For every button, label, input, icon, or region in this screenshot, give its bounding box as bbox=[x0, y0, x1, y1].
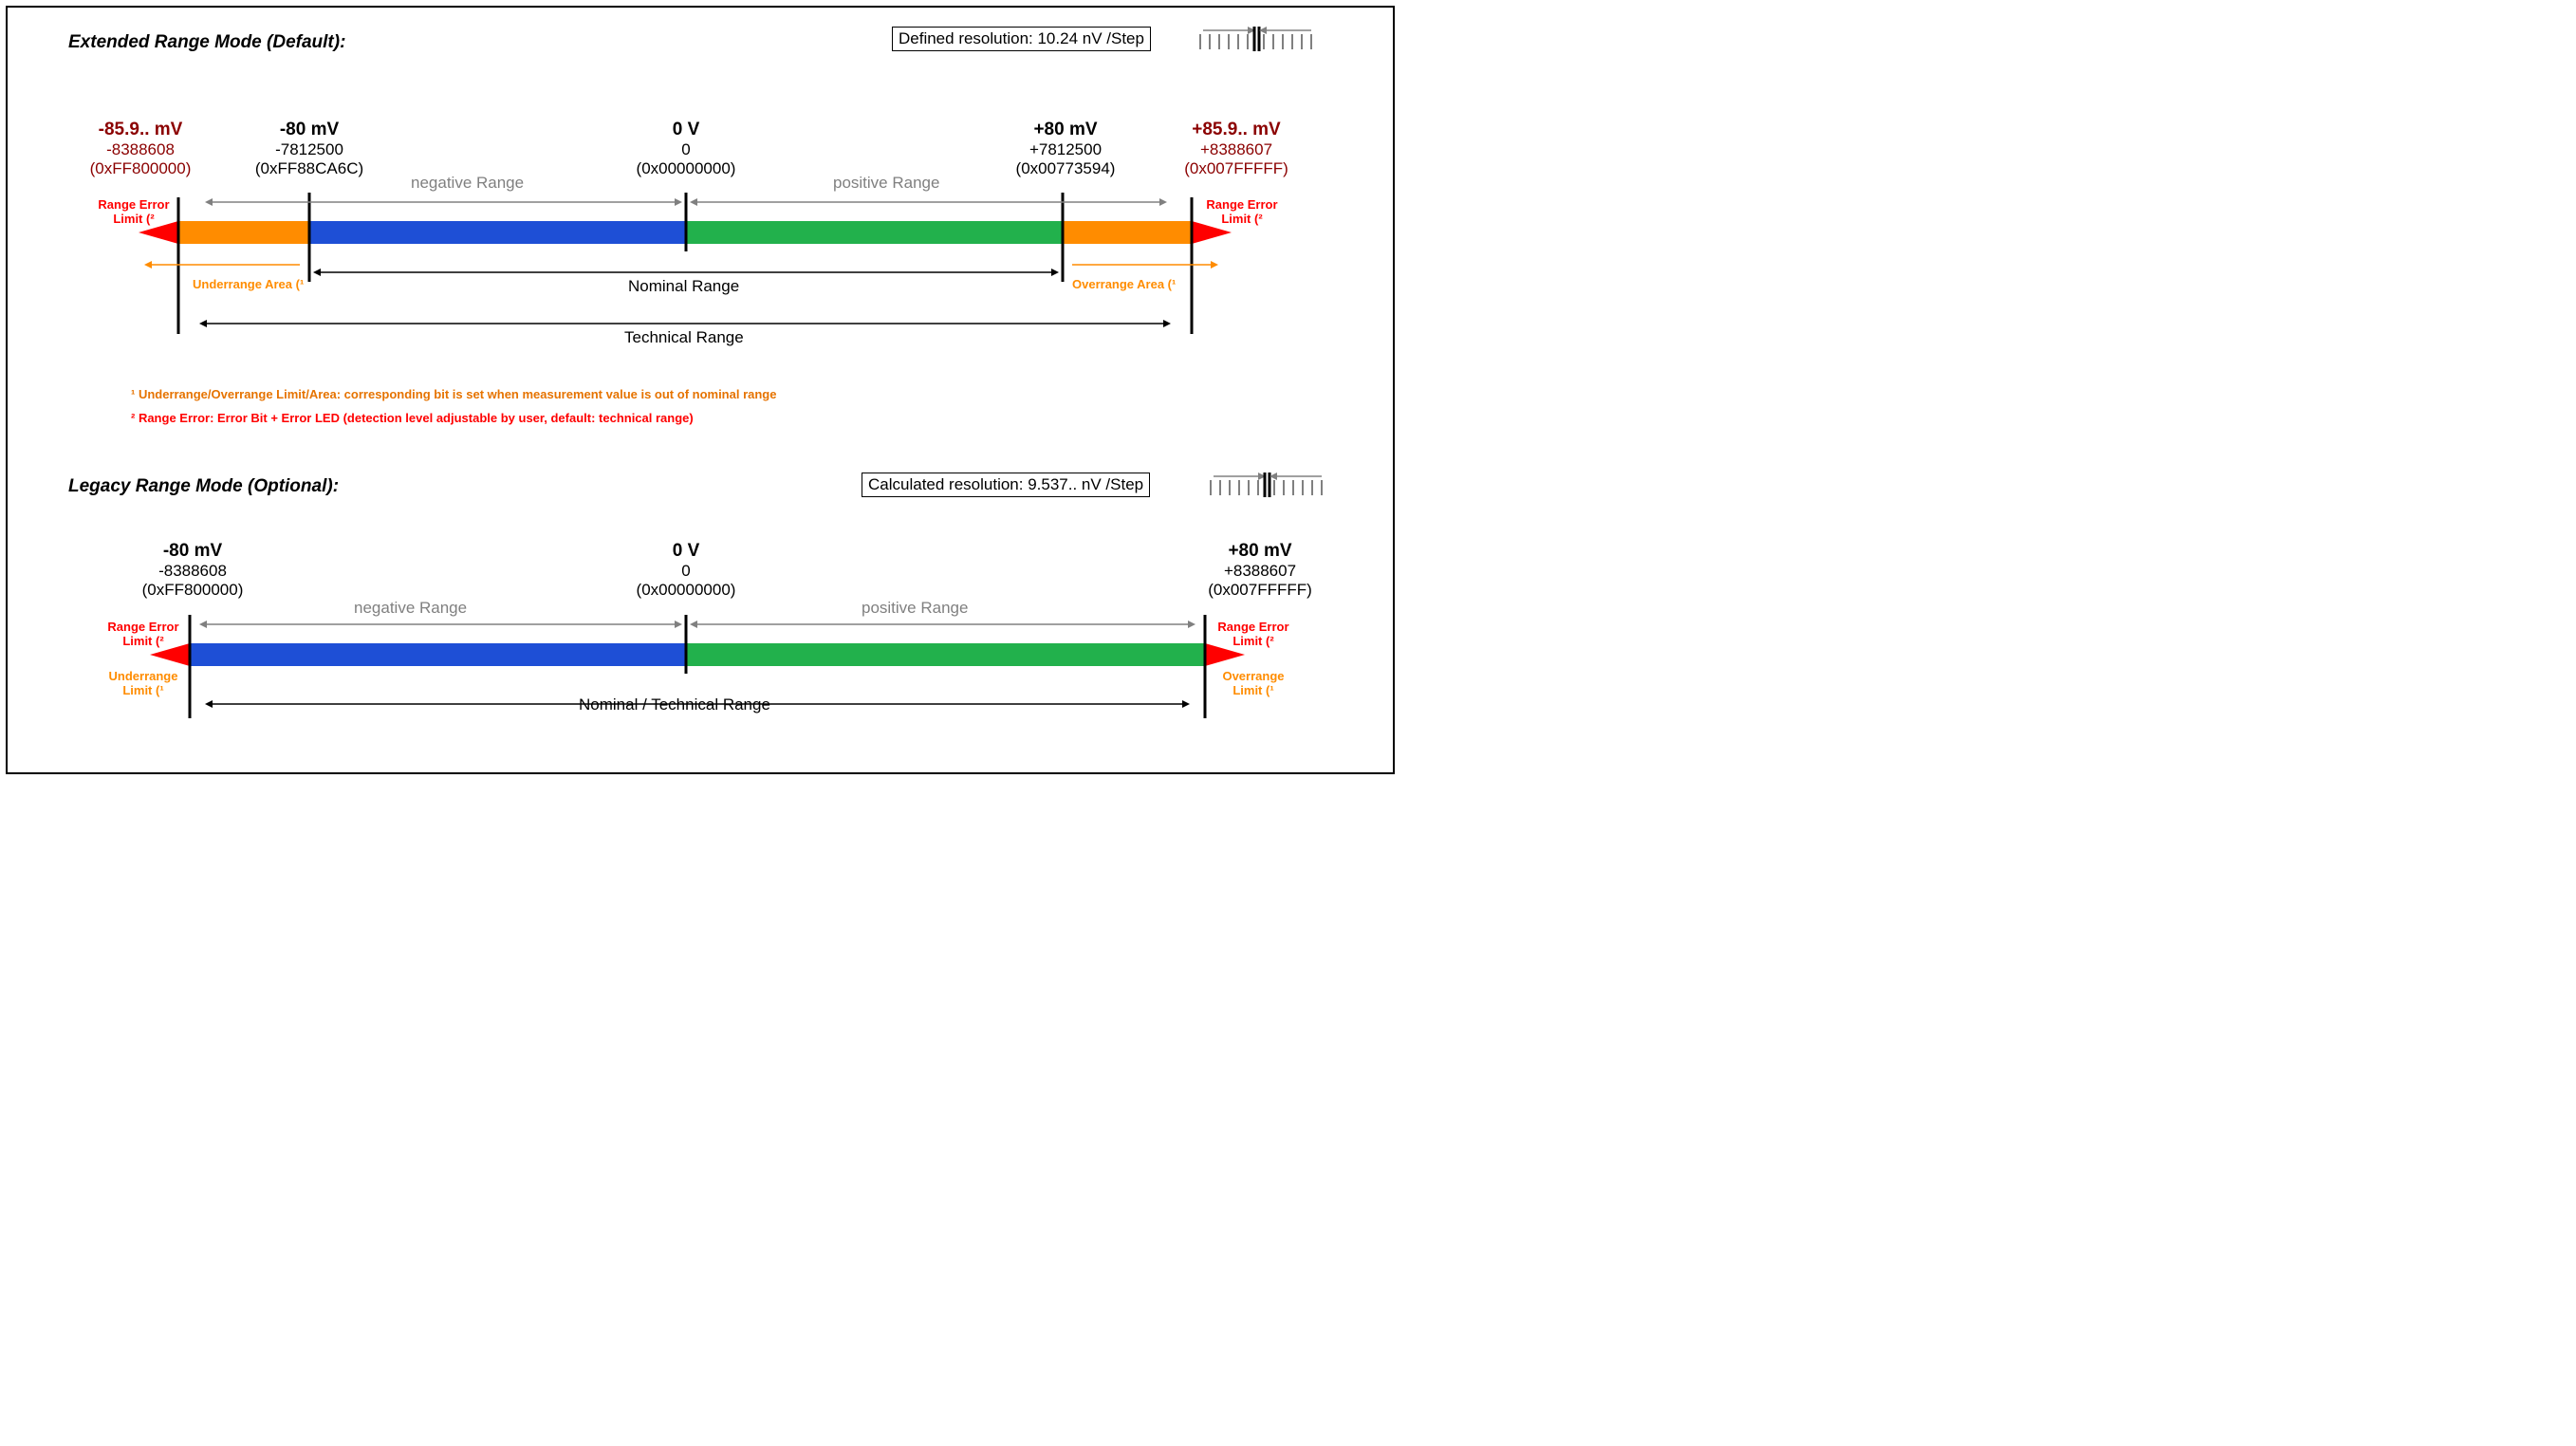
value-dec: -8388608 bbox=[102, 562, 283, 581]
legacy-range-error-left: Range Error Limit (² bbox=[101, 620, 186, 648]
legacy-underrange-label: Underrange Limit (¹ bbox=[101, 669, 186, 697]
value-hex: (0x00000000) bbox=[615, 581, 757, 600]
value-dec: +8388607 bbox=[1203, 562, 1317, 581]
legacy-range-error-right: Range Error Limit (² bbox=[1211, 620, 1296, 648]
value-mv: 0 V bbox=[615, 541, 757, 562]
value-hex: (0xFF800000) bbox=[102, 581, 283, 600]
legacy-nominal-range-label: Nominal / Technical Range bbox=[579, 695, 770, 714]
value-label: +80 mV +8388607 (0x007FFFFF) bbox=[1203, 541, 1317, 600]
value-mv: +80 mV bbox=[1203, 541, 1317, 562]
legacy-pos-range-label: positive Range bbox=[862, 599, 968, 618]
value-hex: (0x007FFFFF) bbox=[1203, 581, 1317, 600]
value-label: 0 V 0 (0x00000000) bbox=[615, 541, 757, 600]
value-dec: 0 bbox=[615, 562, 757, 581]
diagram-frame: Extended Range Mode (Default): Defined r… bbox=[6, 6, 1395, 774]
legacy-overrange-label: Overrange Limit (¹ bbox=[1211, 669, 1296, 697]
value-mv: -80 mV bbox=[102, 541, 283, 562]
value-label: -80 mV -8388608 (0xFF800000) bbox=[102, 541, 283, 600]
legacy-svg bbox=[8, 8, 1397, 776]
legacy-neg-range-label: negative Range bbox=[354, 599, 467, 618]
